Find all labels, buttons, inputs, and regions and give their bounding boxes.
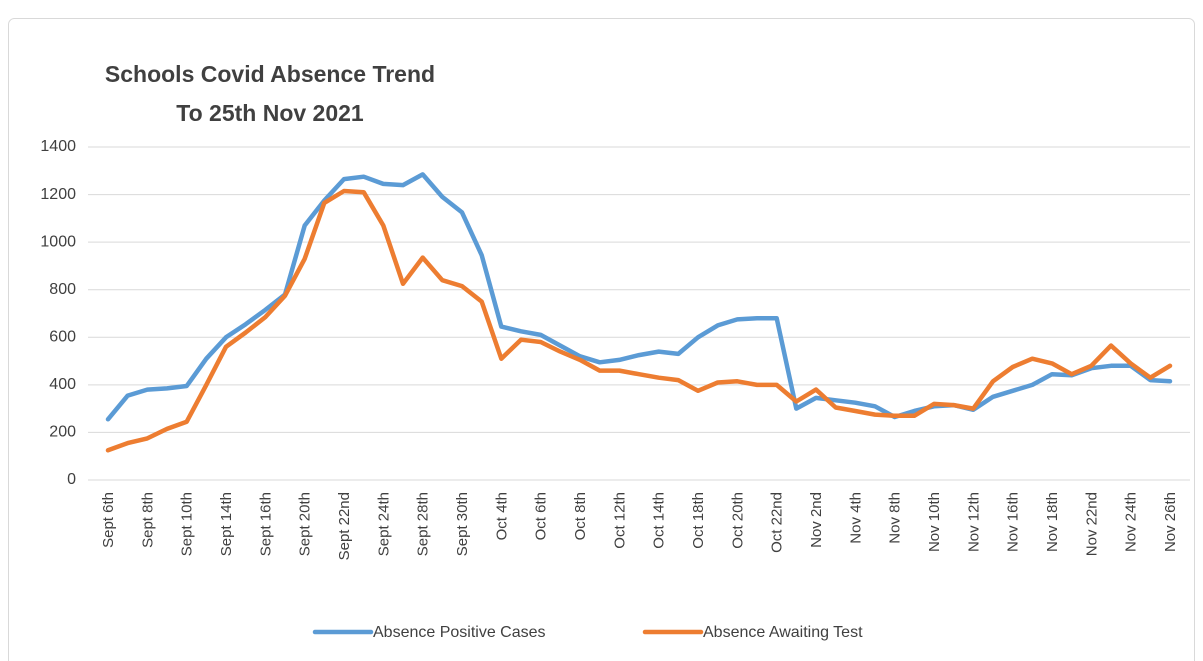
x-tick-label: Nov 2nd — [808, 492, 825, 548]
legend-label: Absence Awaiting Test — [703, 624, 863, 641]
x-tick-label: Oct 8th — [572, 492, 589, 540]
x-tick-label: Sept 30th — [454, 492, 471, 556]
series-line — [105, 188, 1173, 453]
x-tick-label: Nov 18th — [1044, 492, 1061, 552]
x-tick-label: Oct 22nd — [769, 492, 786, 553]
x-tick-label: Oct 12th — [611, 492, 628, 549]
y-tick-label: 0 — [67, 471, 76, 488]
chart-border — [8, 18, 1195, 661]
y-tick-label: 1000 — [40, 233, 76, 250]
x-tick-label: Nov 24th — [1123, 492, 1140, 552]
x-tick-label: Sept 16th — [257, 492, 274, 556]
y-tick-label: 800 — [49, 281, 76, 298]
x-tick-label: Nov 8th — [887, 492, 904, 544]
y-tick-label: 400 — [49, 376, 76, 393]
x-tick-label: Nov 10th — [926, 492, 943, 552]
x-tick-label: Nov 22nd — [1083, 492, 1100, 556]
x-tick-label: Nov 4th — [847, 492, 864, 544]
x-tick-label: Nov 26th — [1162, 492, 1179, 552]
x-tick-label: Oct 4th — [493, 492, 510, 540]
y-tick-label: 600 — [49, 329, 76, 346]
x-tick-label: Oct 20th — [729, 492, 746, 549]
x-tick-label: Sept 14th — [218, 492, 235, 556]
y-tick-label: 1200 — [40, 186, 76, 203]
x-tick-label: Sept 22nd — [336, 492, 353, 560]
chart-title: Schools Covid Absence Trend — [105, 61, 435, 87]
x-tick-label: Nov 16th — [1005, 492, 1022, 552]
x-tick-label: Sept 28th — [415, 492, 432, 556]
y-tick-label: 1400 — [40, 138, 76, 155]
x-tick-label: Sept 24th — [375, 492, 392, 556]
x-tick-label: Oct 6th — [533, 492, 550, 540]
chart-subtitle: To 25th Nov 2021 — [176, 100, 364, 126]
x-tick-label: Nov 12th — [965, 492, 982, 552]
x-tick-label: Sept 6th — [100, 492, 117, 548]
x-tick-label: Sept 8th — [139, 492, 156, 548]
x-tick-label: Oct 14th — [651, 492, 668, 549]
x-tick-label: Sept 20th — [297, 492, 314, 556]
x-tick-label: Sept 10th — [179, 492, 196, 556]
legend-label: Absence Positive Cases — [373, 624, 546, 641]
x-tick-label: Oct 18th — [690, 492, 707, 549]
y-tick-label: 200 — [49, 424, 76, 441]
